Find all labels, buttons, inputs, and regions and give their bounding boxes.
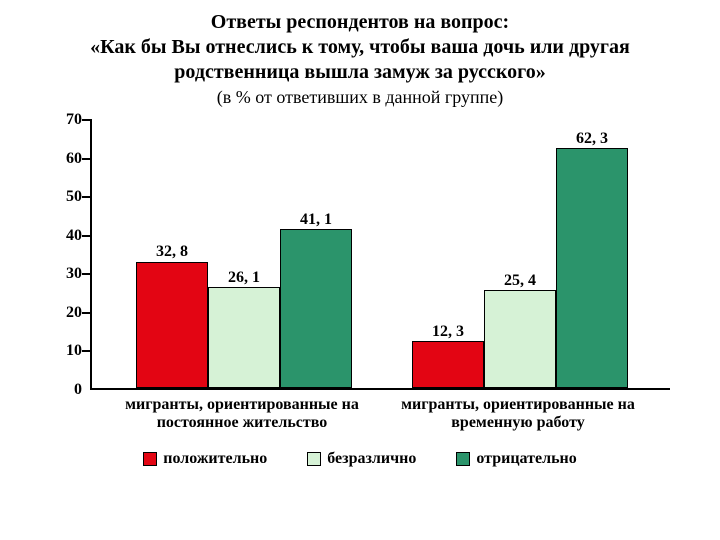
legend-swatch	[456, 452, 470, 466]
chart-title-block: Ответы респондентов на вопрос: «Как бы В…	[0, 0, 720, 108]
bar-value-label: 62, 3	[576, 130, 608, 148]
legend: положительно безразлично отрицательно	[0, 450, 720, 468]
chart-title-line-1: Ответы респондентов на вопрос:	[30, 10, 690, 35]
y-tick	[82, 196, 92, 198]
bar-indifferent	[208, 287, 280, 388]
y-tick	[82, 350, 92, 352]
bar-value-label: 12, 3	[432, 323, 464, 341]
bar-negative	[280, 229, 352, 388]
bar-value-label: 32, 8	[156, 243, 188, 261]
y-tick	[82, 273, 92, 275]
legend-item-negative: отрицательно	[456, 450, 576, 468]
bar-negative	[556, 148, 628, 388]
bar-value-label: 41, 1	[300, 211, 332, 229]
page-root: Ответы респондентов на вопрос: «Как бы В…	[0, 0, 720, 540]
bar-positive	[412, 341, 484, 388]
chart-title-line-3: родственница вышла замуж за русского»	[30, 60, 690, 85]
y-tick	[82, 119, 92, 121]
bar-value-label: 26, 1	[228, 269, 260, 287]
x-category-label: мигранты, ориентированные напостоянное ж…	[104, 396, 380, 433]
legend-item-positive: положительно	[143, 450, 267, 468]
y-tick-label: 30	[48, 265, 82, 283]
y-tick-label: 60	[48, 150, 82, 168]
chart-subtitle: (в % от ответивших в данной группе)	[30, 87, 690, 108]
chart-area: 32, 8 26, 1 41, 1 12, 3 25, 4 62, 3 0 10 20 30 40…	[40, 120, 680, 430]
bars-layer: 32, 8 26, 1 41, 1 12, 3 25, 4 62, 3	[92, 120, 670, 388]
legend-label: отрицательно	[476, 450, 576, 468]
y-tick	[82, 235, 92, 237]
legend-label: безразлично	[327, 450, 416, 468]
bar-positive	[136, 262, 208, 389]
y-tick-label: 0	[48, 381, 82, 399]
y-tick-label: 10	[48, 342, 82, 360]
legend-swatch	[307, 452, 321, 466]
plot-area: 32, 826, 141, 112, 325, 462, 3 010203040…	[90, 120, 670, 390]
y-tick	[82, 158, 92, 160]
legend-swatch	[143, 452, 157, 466]
y-tick	[82, 312, 92, 314]
y-tick-label: 20	[48, 304, 82, 322]
bar-value-label: 25, 4	[504, 272, 536, 290]
y-tick-label: 50	[48, 188, 82, 206]
y-tick-label: 40	[48, 227, 82, 245]
legend-label: положительно	[163, 450, 267, 468]
chart-title-line-2: «Как бы Вы отнеслись к тому, чтобы ваша …	[30, 35, 690, 60]
bar-indifferent	[484, 290, 556, 388]
legend-item-indifferent: безразлично	[307, 450, 416, 468]
y-tick-label: 70	[48, 111, 82, 129]
x-category-label: мигранты, ориентированные навременную ра…	[380, 396, 656, 433]
